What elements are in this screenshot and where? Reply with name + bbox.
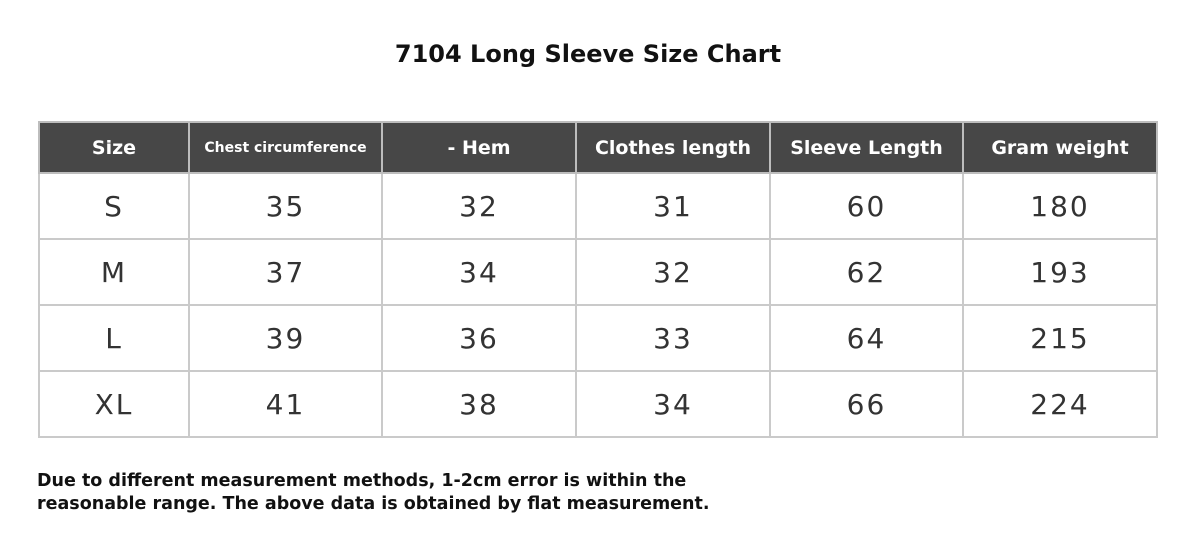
table-cell: 33 [575,304,771,372]
header-gram-weight: Gram weight [962,121,1158,174]
table-row: XL 41 38 34 66 224 [38,370,1158,438]
page-title: 7104 Long Sleeve Size Chart [394,40,782,68]
table-cell: 32 [575,238,771,306]
table-cell: 34 [381,238,577,306]
table-cell: 41 [188,370,383,438]
table-cell: 37 [188,238,383,306]
table-cell: 66 [769,370,964,438]
table-row: L 39 36 33 64 215 [38,304,1158,372]
header-sleeve-length: Sleeve Length [769,121,964,174]
table-cell: 36 [381,304,577,372]
table-cell: 34 [575,370,771,438]
table-cell: S [38,172,190,240]
table-cell: M [38,238,190,306]
table-row: M 37 34 32 62 193 [38,238,1158,306]
table-cell: 38 [381,370,577,438]
table-cell: 62 [769,238,964,306]
table-cell: 60 [769,172,964,240]
table-cell: 180 [962,172,1158,240]
note-line: reasonable range. The above data is obta… [37,494,710,514]
table-cell: 31 [575,172,771,240]
note-line: Due to different measurement methods, 1-… [37,471,687,491]
table-cell: L [38,304,190,372]
table-cell: 193 [962,238,1158,306]
header-row: Size Chest circumference - Hem Clothes l… [38,121,1158,174]
size-chart-table: Size Chest circumference - Hem Clothes l… [38,121,1158,438]
table-cell: 35 [188,172,383,240]
header-hem: - Hem [381,121,577,174]
header-size: Size [38,121,190,174]
table-cell: 39 [188,304,383,372]
header-clothes-length: Clothes length [575,121,771,174]
table-cell: 32 [381,172,577,240]
table-row: S 35 32 31 60 180 [38,172,1158,240]
measurement-note: Due to different measurement methods, 1-… [37,470,710,516]
table-cell: 215 [962,304,1158,372]
table-cell: XL [38,370,190,438]
header-chest: Chest circumference [188,121,383,174]
table-cell: 64 [769,304,964,372]
table-cell: 224 [962,370,1158,438]
